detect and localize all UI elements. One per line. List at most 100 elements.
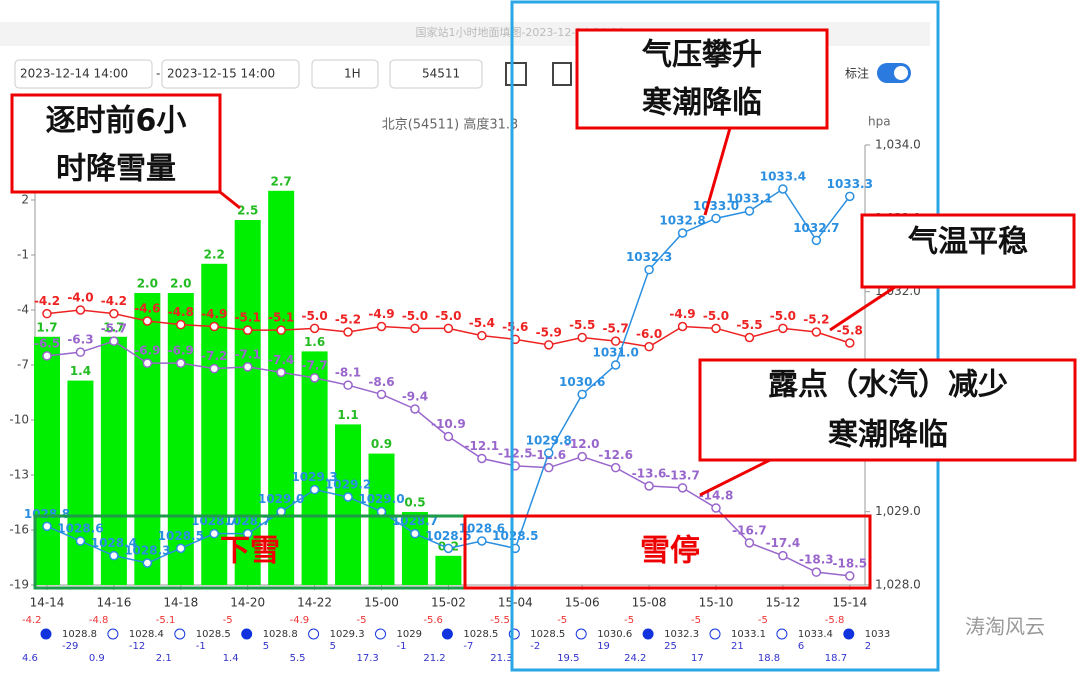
strip-pressure: 1033.1 [731, 629, 766, 640]
point [276, 325, 286, 335]
point-label: -4.6 [134, 302, 160, 316]
snow-bar [167, 293, 194, 585]
point [109, 336, 119, 346]
point-label: 1029.3 [291, 470, 337, 484]
point [544, 340, 554, 350]
point [443, 323, 454, 334]
strip-precip: 24.2 [624, 653, 646, 664]
strip-pressure: 1029.3 [330, 629, 365, 640]
red-frame [463, 514, 872, 590]
point [477, 330, 487, 341]
wind-symbol [575, 628, 587, 640]
point-label: -4.9 [201, 307, 227, 321]
point [410, 528, 420, 539]
bar-label: 2.5 [237, 204, 258, 218]
header-title: 国家站1小时地面填图-2023-12-14 14:00 [415, 25, 624, 39]
snow-bar [67, 380, 94, 585]
point [677, 228, 688, 238]
strip-temperature: -5 [557, 615, 567, 626]
strip-temperature: -5.6 [423, 615, 443, 626]
point [176, 543, 186, 554]
station-text: 54511 [422, 67, 460, 81]
wind-symbol [107, 628, 119, 640]
point [544, 462, 554, 473]
point-label: 1028.3 [124, 544, 170, 558]
point [577, 451, 587, 462]
point-label: 1033.0 [693, 199, 739, 213]
point [443, 543, 454, 554]
point-label: -5.2 [335, 313, 361, 327]
toggle-knob [894, 66, 908, 80]
point-label: -7.1 [235, 347, 261, 361]
point-label: 1028.8 [24, 507, 70, 521]
point [309, 323, 320, 334]
point [811, 235, 822, 246]
point [343, 327, 353, 337]
y-tick-label: -10 [9, 413, 29, 427]
start-date[interactable] [14, 59, 153, 89]
point-label: -10.9 [431, 417, 466, 431]
point [845, 338, 855, 348]
point [644, 481, 654, 491]
point [778, 550, 788, 561]
strip-wind: 2 [865, 641, 871, 652]
strip-temperature: -5 [223, 615, 233, 626]
point [176, 358, 186, 368]
strip-wind: 6 [798, 641, 804, 652]
point-label: -5.0 [402, 309, 428, 323]
point [376, 389, 387, 400]
strip-wind: -12 [129, 641, 145, 652]
point [176, 319, 186, 330]
point-label: -5.7 [101, 322, 127, 336]
point-label: -5.8 [837, 324, 863, 338]
point-label: -5.0 [435, 309, 461, 323]
point [142, 358, 153, 368]
strip-temperature: -5 [624, 615, 634, 626]
point-label: -18.5 [833, 556, 868, 570]
strip-wind: -29 [62, 641, 78, 652]
plot: 52-1-4-7-10-13-16-191,028.01,029.01,030.… [9, 138, 920, 665]
start-date-text: 2023-12-14 14:00 [20, 67, 128, 81]
y2-unit: hpa [868, 115, 891, 129]
strip-pressure: 1028.8 [62, 629, 97, 640]
point [577, 389, 587, 400]
snow-bar [100, 336, 127, 585]
point-label: 1029.0 [358, 492, 404, 506]
wind-symbol [709, 628, 721, 640]
point-label: -5.0 [770, 309, 796, 323]
end-date-text: 2023-12-15 14:00 [167, 67, 275, 81]
y2-tick-label: 1,028.0 [875, 578, 921, 592]
bar-label: 1.7 [103, 320, 124, 334]
point-label: -6.9 [168, 344, 194, 358]
point-label: 1028.6 [459, 522, 505, 536]
wind-symbol [375, 628, 386, 640]
bar-label: 2.7 [271, 174, 292, 188]
interval-select[interactable] [311, 59, 379, 89]
point-label: -5.5 [736, 318, 762, 332]
point-label: 1028.7 [225, 514, 271, 528]
point [544, 448, 554, 458]
wind-symbol [241, 628, 253, 640]
bar-label: 2.0 [170, 277, 191, 291]
end-date[interactable] [161, 59, 300, 89]
strip-wind: 19 [597, 641, 610, 652]
point-label: -5.2 [803, 313, 829, 327]
station-select[interactable] [389, 59, 483, 89]
point [410, 404, 420, 414]
snow-bar [335, 424, 362, 585]
point-label: -5.1 [268, 311, 294, 325]
y-tick-label: -13 [9, 468, 29, 482]
point-label: -16.7 [732, 523, 767, 537]
bar-label: 1.1 [337, 408, 358, 422]
point-label: -7.7 [301, 358, 327, 372]
strip-precip: 21.2 [423, 653, 445, 664]
point [711, 503, 721, 513]
point [443, 431, 454, 442]
strip-precip: 17 [691, 653, 704, 664]
point [276, 367, 286, 378]
blue-frame [510, 0, 940, 672]
strip-wind: -1 [397, 641, 407, 652]
x-tick-label: 15-04 [498, 596, 533, 610]
y-tick-label: 2 [21, 193, 29, 207]
point-label: -5.1 [235, 311, 261, 325]
